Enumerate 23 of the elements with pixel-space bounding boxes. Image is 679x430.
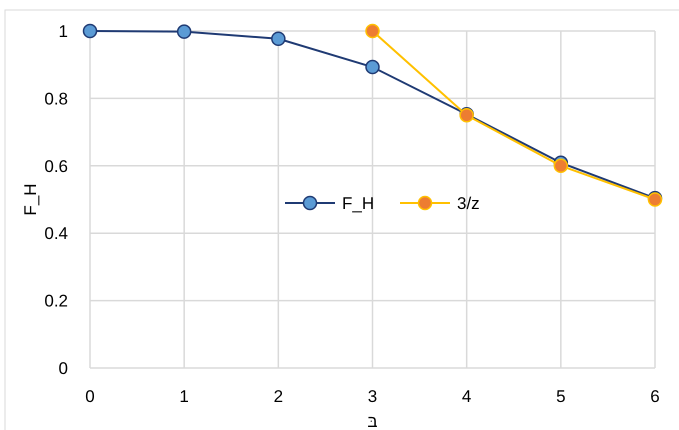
point bbox=[365, 60, 380, 74]
legend-label: F_H bbox=[342, 194, 374, 213]
y-tick-label: 1 bbox=[58, 22, 68, 41]
y-axis-title: F_H bbox=[21, 183, 40, 216]
y-tick-label: 0.8 bbox=[44, 89, 68, 108]
x-axis-title: בּ bbox=[367, 412, 378, 430]
x-tick-label: 3 bbox=[368, 387, 378, 406]
point bbox=[554, 158, 568, 174]
x-tick-label: 1 bbox=[179, 387, 189, 406]
x-tick-label: 4 bbox=[462, 387, 472, 406]
x-tick-label: 2 bbox=[274, 387, 284, 406]
y-tick-label: 0.6 bbox=[44, 156, 68, 176]
x-tick-label: 5 bbox=[556, 387, 566, 406]
y-tick-label: 0 bbox=[58, 359, 68, 378]
point bbox=[271, 32, 286, 46]
point bbox=[176, 24, 192, 39]
x-tick-label: 0 bbox=[85, 387, 95, 406]
x-tick-label: 6 bbox=[650, 387, 660, 406]
point bbox=[82, 24, 98, 38]
y-tick-label: 0.2 bbox=[44, 292, 68, 311]
point bbox=[365, 24, 380, 38]
legend-label: 3/z bbox=[457, 194, 480, 213]
y-tick-label: 0.4 bbox=[44, 224, 68, 244]
